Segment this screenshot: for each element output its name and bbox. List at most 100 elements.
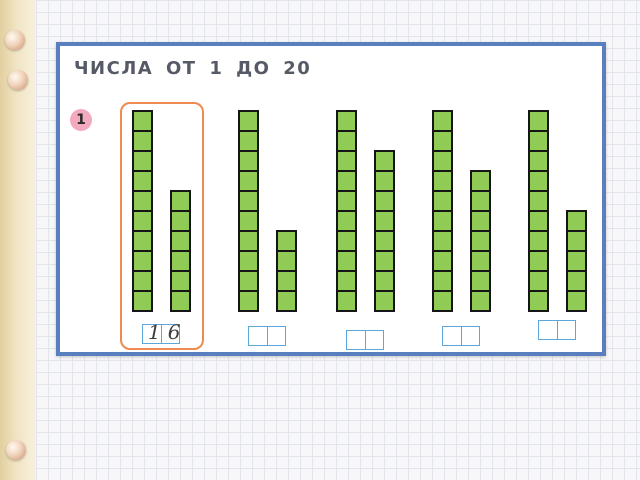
unit-cell: [376, 212, 393, 230]
decorative-border-strip: [0, 0, 36, 480]
unit-cell: [134, 172, 151, 190]
unit-cell: [240, 252, 257, 270]
unit-cell: [530, 192, 547, 210]
unit-cell: [434, 152, 451, 170]
unit-cell: [376, 232, 393, 250]
unit-cell: [568, 232, 585, 250]
ones-column: [470, 170, 491, 312]
unit-cell: [338, 232, 355, 250]
unit-cell: [376, 252, 393, 270]
answer-box[interactable]: [248, 326, 286, 346]
unit-cell: [568, 292, 585, 310]
unit-cell: [278, 232, 295, 250]
pearl-ornament: [8, 70, 28, 90]
unit-cell: [568, 272, 585, 290]
unit-cell: [338, 152, 355, 170]
answer-text: 16: [148, 320, 188, 344]
unit-cell: [376, 172, 393, 190]
tens-column: [238, 110, 259, 312]
unit-cell: [240, 172, 257, 190]
ones-column: [374, 150, 395, 312]
unit-cell: [376, 272, 393, 290]
unit-cell: [530, 172, 547, 190]
unit-cell: [240, 112, 257, 130]
tens-column: [528, 110, 549, 312]
unit-cell: [338, 192, 355, 210]
unit-cell: [240, 232, 257, 250]
unit-cell: [376, 292, 393, 310]
unit-cell: [530, 252, 547, 270]
unit-cell: [530, 152, 547, 170]
unit-cell: [338, 272, 355, 290]
ones-column: [170, 190, 191, 312]
unit-cell: [530, 232, 547, 250]
pearl-ornament: [6, 440, 26, 460]
unit-cell: [568, 212, 585, 230]
unit-cell: [134, 152, 151, 170]
unit-cell: [530, 112, 547, 130]
unit-cell: [472, 172, 489, 190]
unit-cell: [530, 212, 547, 230]
unit-cell: [134, 272, 151, 290]
unit-cell: [434, 172, 451, 190]
unit-cell: [434, 112, 451, 130]
unit-cell: [434, 232, 451, 250]
unit-cell: [240, 192, 257, 210]
unit-cell: [472, 212, 489, 230]
unit-cell: [240, 212, 257, 230]
unit-cell: [134, 212, 151, 230]
unit-cell: [278, 252, 295, 270]
unit-cell: [568, 252, 585, 270]
unit-cell: [472, 232, 489, 250]
unit-cell: [472, 272, 489, 290]
unit-cell: [338, 112, 355, 130]
unit-cell: [338, 292, 355, 310]
exercise-card: ЧИСЛА ОТ 1 ДО 20 1 16: [56, 42, 606, 356]
unit-cell: [530, 292, 547, 310]
unit-cell: [530, 132, 547, 150]
answer-box[interactable]: [346, 330, 384, 350]
unit-cell: [376, 152, 393, 170]
tens-column: [132, 110, 153, 312]
unit-cell: [338, 212, 355, 230]
unit-cell: [338, 172, 355, 190]
unit-cell: [240, 132, 257, 150]
unit-cell: [338, 132, 355, 150]
unit-cell: [240, 272, 257, 290]
unit-cell: [134, 112, 151, 130]
unit-cell: [376, 192, 393, 210]
unit-cell: [172, 292, 189, 310]
unit-cell: [472, 292, 489, 310]
pearl-ornament: [5, 30, 25, 50]
page-title: ЧИСЛА ОТ 1 ДО 20: [74, 58, 312, 79]
unit-cell: [434, 192, 451, 210]
unit-cell: [172, 232, 189, 250]
unit-cell: [134, 232, 151, 250]
answer-box[interactable]: [442, 326, 480, 346]
unit-cell: [434, 292, 451, 310]
answer-box[interactable]: [142, 324, 180, 344]
example-highlight-frame: [120, 102, 204, 350]
unit-cell: [172, 252, 189, 270]
answer-box[interactable]: [538, 320, 576, 340]
unit-cell: [134, 192, 151, 210]
unit-cell: [134, 252, 151, 270]
unit-cell: [434, 212, 451, 230]
exercise-number-badge: 1: [70, 109, 92, 131]
unit-cell: [172, 272, 189, 290]
unit-cell: [278, 292, 295, 310]
ones-column: [566, 210, 587, 312]
ones-column: [276, 230, 297, 312]
unit-cell: [240, 292, 257, 310]
unit-cell: [472, 252, 489, 270]
unit-cell: [278, 272, 295, 290]
unit-cell: [172, 212, 189, 230]
unit-cell: [134, 132, 151, 150]
unit-cell: [172, 192, 189, 210]
tens-column: [432, 110, 453, 312]
unit-cell: [434, 252, 451, 270]
unit-cell: [472, 192, 489, 210]
unit-cell: [434, 272, 451, 290]
unit-cell: [530, 272, 547, 290]
unit-cell: [240, 152, 257, 170]
